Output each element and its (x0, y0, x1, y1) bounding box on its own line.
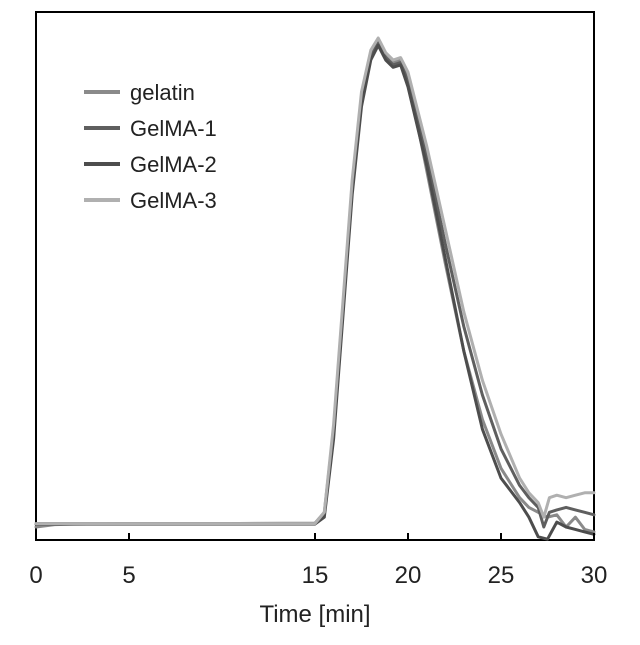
x-tick-label: 20 (395, 562, 422, 589)
legend-label: GelMA-2 (130, 152, 217, 177)
legend-label: gelatin (130, 80, 195, 105)
x-tick-label: 0 (29, 562, 42, 589)
x-ticks: 0 5 15 20 25 30 (29, 533, 607, 589)
legend-label: GelMA-3 (130, 188, 217, 213)
x-tick-label: 25 (488, 562, 515, 589)
x-tick-label: 15 (302, 562, 329, 589)
x-tick-label: 30 (581, 562, 608, 589)
x-tick-label: 5 (122, 562, 135, 589)
x-axis-title: Time [min] (259, 601, 370, 628)
legend-label: GelMA-1 (130, 116, 217, 141)
